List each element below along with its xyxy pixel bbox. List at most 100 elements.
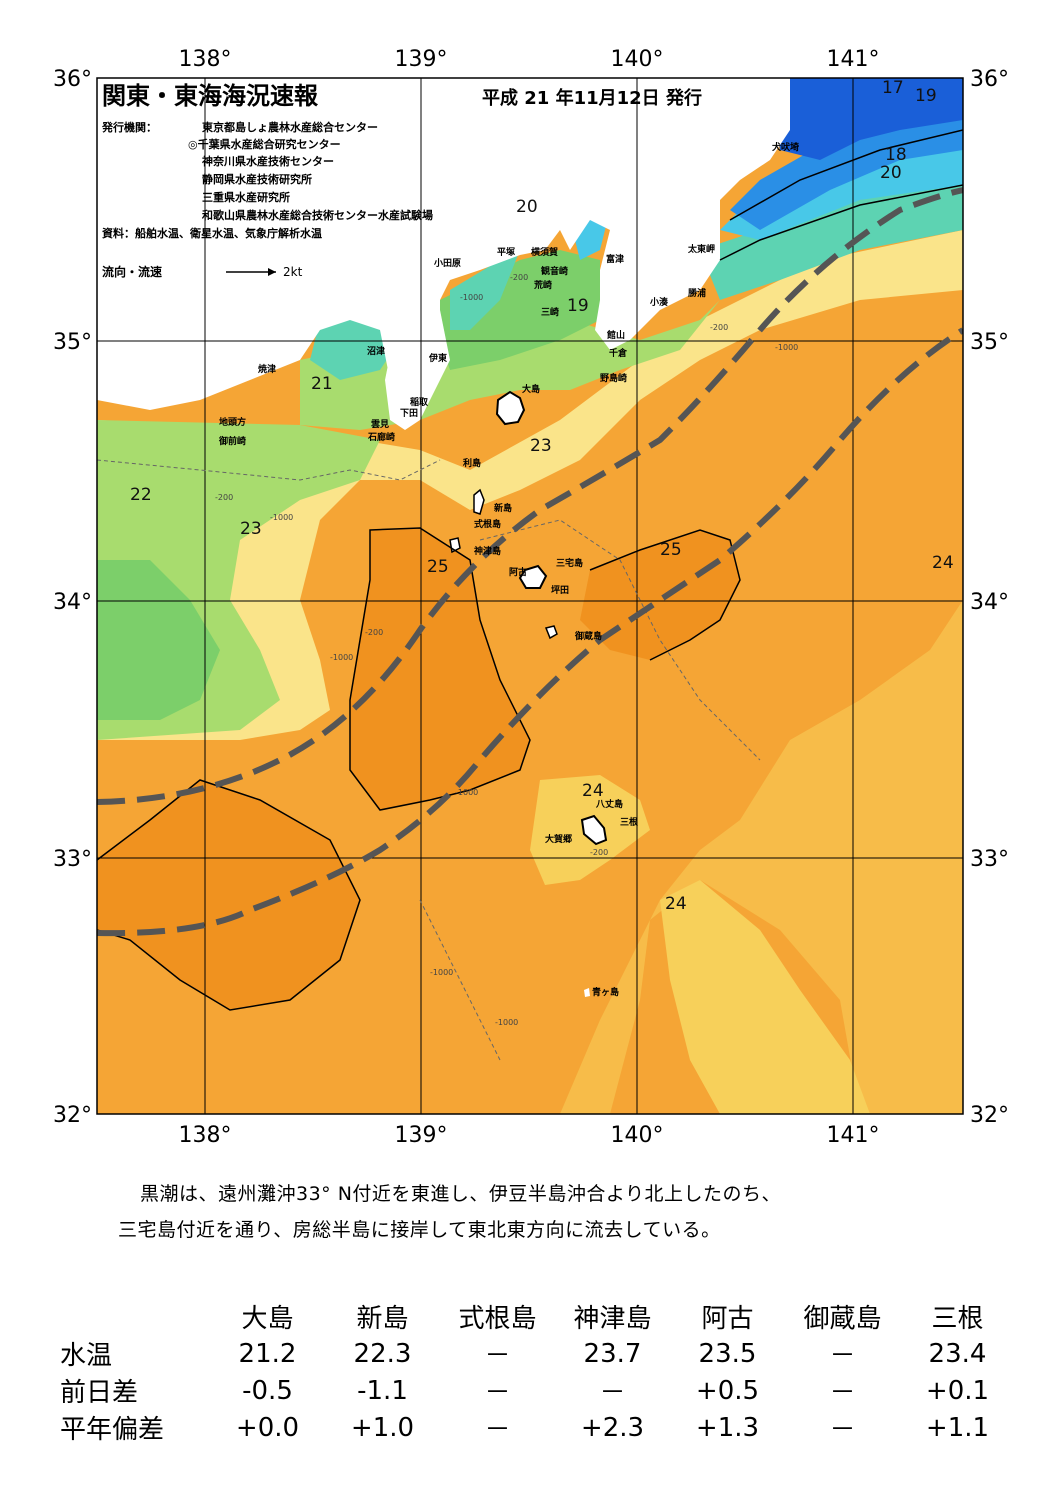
place-label: 犬吠埼 bbox=[771, 141, 799, 153]
depth-label: -1000 bbox=[460, 293, 483, 302]
table-cell: +0.5 bbox=[695, 1375, 760, 1406]
table-cell: 23.4 bbox=[928, 1338, 987, 1369]
table-cell: 23.5 bbox=[698, 1338, 757, 1369]
lon-label-140-bottom: 140° bbox=[611, 1123, 664, 1148]
table-header: 新島 bbox=[356, 1304, 409, 1334]
table-cell: +0.0 bbox=[235, 1412, 300, 1443]
publisher-2: ◎千葉県水産総合研究センター bbox=[188, 137, 341, 151]
table-cell: +1.3 bbox=[695, 1412, 760, 1443]
place-label: 太東岬 bbox=[687, 243, 715, 255]
water-21-west bbox=[97, 560, 220, 720]
land-kanto bbox=[97, 78, 790, 420]
table-header: 御蔵島 bbox=[803, 1304, 882, 1334]
island-mikura bbox=[544, 625, 558, 640]
table-cell: － bbox=[484, 1378, 511, 1408]
place-label: 地頭方 bbox=[219, 416, 246, 428]
publisher-1: 東京都島しょ農林水産総合センター bbox=[202, 120, 378, 134]
water-17-boso bbox=[770, 78, 963, 160]
isotherm-label: 18 bbox=[885, 145, 907, 165]
row-label: 平年偏差 bbox=[60, 1415, 165, 1445]
place-label: 御前崎 bbox=[218, 435, 246, 447]
place-label: 稲取 bbox=[410, 396, 429, 408]
place-label: 雲見 bbox=[371, 418, 389, 430]
lat-label-32-right: 32° bbox=[970, 1103, 1009, 1128]
lat-label-36-left: 36° bbox=[53, 67, 92, 92]
lon-label-141-top: 141° bbox=[827, 47, 880, 72]
depth-label: -200 bbox=[510, 273, 528, 282]
summary-text: 黒潮は、遠州灘沖33° N付近を東進し、伊豆半島沖合より北上したのち、 三宅島付… bbox=[118, 1176, 1018, 1248]
publisher-4: 静岡県水産技術研究所 bbox=[202, 172, 312, 186]
island-oshima bbox=[495, 390, 526, 426]
publisher-6: 和歌山県農林水産総合技術センター水産試験場 bbox=[202, 208, 433, 222]
lat-label-33-right: 33° bbox=[970, 847, 1009, 872]
place-label: 坪田 bbox=[551, 584, 569, 596]
place-label: 阿古 bbox=[509, 566, 527, 578]
publisher-5: 三重県水産研究所 bbox=[202, 190, 290, 204]
place-label: 大賀郷 bbox=[545, 833, 572, 845]
table-cell: 21.2 bbox=[238, 1338, 297, 1369]
table-header: 三根 bbox=[931, 1304, 984, 1334]
depth-label: -1000 bbox=[495, 1018, 518, 1027]
place-label: 荒崎 bbox=[533, 279, 552, 291]
table-cell: － bbox=[829, 1415, 856, 1445]
table-cell: -0.5 bbox=[242, 1375, 293, 1406]
depth-label: -1000 bbox=[455, 788, 478, 797]
lat-label-33-left: 33° bbox=[53, 847, 92, 872]
table-row: 前日差 -0.5 -1.1 － － +0.5 － +0.1 bbox=[60, 1372, 1015, 1409]
water-23-west bbox=[97, 230, 963, 740]
depth-label: -1000 bbox=[270, 513, 293, 522]
isotherm-label: 19 bbox=[567, 296, 589, 316]
table-header: 式根島 bbox=[458, 1304, 537, 1334]
isotherm-25-west bbox=[350, 528, 530, 810]
place-label: 平塚 bbox=[497, 246, 515, 258]
isotherm-label: 21 bbox=[311, 374, 333, 394]
isotherm-label: 24 bbox=[665, 894, 687, 914]
current-legend-scale: 2kt bbox=[283, 265, 303, 279]
publisher-label: 発行機関： bbox=[101, 120, 157, 134]
observation-table: 大島 新島 式根島 神津島 阿古 御蔵島 三根 水温 21.2 22.3 － 2… bbox=[60, 1298, 1015, 1446]
kuroshio-axis-south bbox=[97, 327, 963, 937]
place-label: 新島 bbox=[494, 502, 512, 514]
table-cell: － bbox=[829, 1378, 856, 1408]
isotherm-label: 24 bbox=[932, 553, 954, 573]
isotherm-label: 25 bbox=[427, 557, 449, 577]
depth-label: -200 bbox=[365, 628, 383, 637]
table-cell: － bbox=[484, 1415, 511, 1445]
place-label: 八丈島 bbox=[595, 798, 623, 810]
table-cell: － bbox=[599, 1378, 626, 1408]
current-legend-label: 流向・流速 bbox=[102, 264, 162, 279]
row-label: 水温 bbox=[60, 1341, 113, 1371]
place-label: 小田原 bbox=[433, 257, 461, 269]
isotherm-label: 20 bbox=[516, 197, 538, 217]
place-label: 下田 bbox=[400, 408, 418, 419]
place-label: 伊東 bbox=[428, 352, 447, 364]
place-label: 三宅島 bbox=[556, 557, 583, 569]
depth-label: -1000 bbox=[430, 968, 453, 977]
table-row: 平年偏差 +0.0 +1.0 － +2.3 +1.3 － +1.1 bbox=[60, 1409, 1015, 1446]
row-label: 前日差 bbox=[60, 1378, 139, 1408]
table-cell: 23.7 bbox=[583, 1338, 642, 1369]
place-label: 利島 bbox=[462, 457, 481, 469]
place-label: 小湊 bbox=[649, 296, 669, 308]
island-niijima bbox=[473, 488, 485, 515]
isotherm-25-southwest bbox=[97, 780, 360, 1010]
lon-label-141-bottom: 141° bbox=[827, 1123, 880, 1148]
lat-label-34-right: 34° bbox=[970, 590, 1009, 615]
lat-label-34-left: 34° bbox=[53, 590, 92, 615]
table-cell: +2.3 bbox=[580, 1412, 645, 1443]
lon-label-139-bottom: 139° bbox=[395, 1123, 448, 1148]
summary-line-2: 三宅島付近を通り、房総半島に接岸して東北東方向に流去している。 bbox=[118, 1219, 721, 1241]
lon-label-138-top: 138° bbox=[179, 47, 232, 72]
isotherm-label: 19 bbox=[915, 86, 937, 106]
lat-label-32-left: 32° bbox=[53, 1103, 92, 1128]
isotherm-label: 17 bbox=[882, 78, 904, 98]
lon-label-140-top: 140° bbox=[611, 47, 664, 72]
arrow-head-icon bbox=[268, 268, 276, 276]
place-label: 勝浦 bbox=[688, 287, 706, 299]
place-label: 観音崎 bbox=[541, 265, 568, 277]
isotherm-label: 25 bbox=[660, 540, 682, 560]
island-hachijo bbox=[580, 814, 608, 846]
place-label: 富津 bbox=[606, 253, 624, 265]
table-cell: － bbox=[829, 1341, 856, 1371]
isotherm-label: 24 bbox=[582, 781, 604, 801]
